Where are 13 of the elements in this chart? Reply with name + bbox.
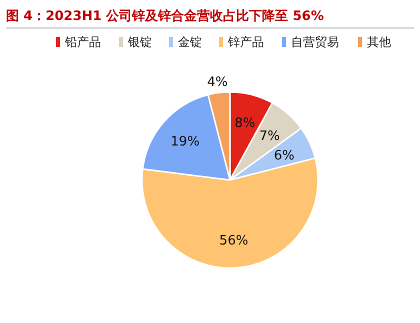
legend-label: 铅产品 xyxy=(64,35,101,49)
data-label: 6% xyxy=(274,148,294,164)
chart-title: 图 4：2023H1 公司锌及锌合金营收占比下降至 56% xyxy=(6,8,324,24)
data-label: 56% xyxy=(219,234,248,249)
data-label: 8% xyxy=(234,116,256,132)
legend-label: 金锭 xyxy=(178,35,202,49)
legend-label: 其他 xyxy=(367,35,391,49)
legend-label: 银锭 xyxy=(127,35,152,49)
data-label: 7% xyxy=(259,129,280,144)
data-label: 4% xyxy=(207,74,228,90)
data-label: 19% xyxy=(170,134,200,150)
legend-label: 自营贸易 xyxy=(291,35,339,49)
legend-label: 锌产品 xyxy=(227,35,264,49)
